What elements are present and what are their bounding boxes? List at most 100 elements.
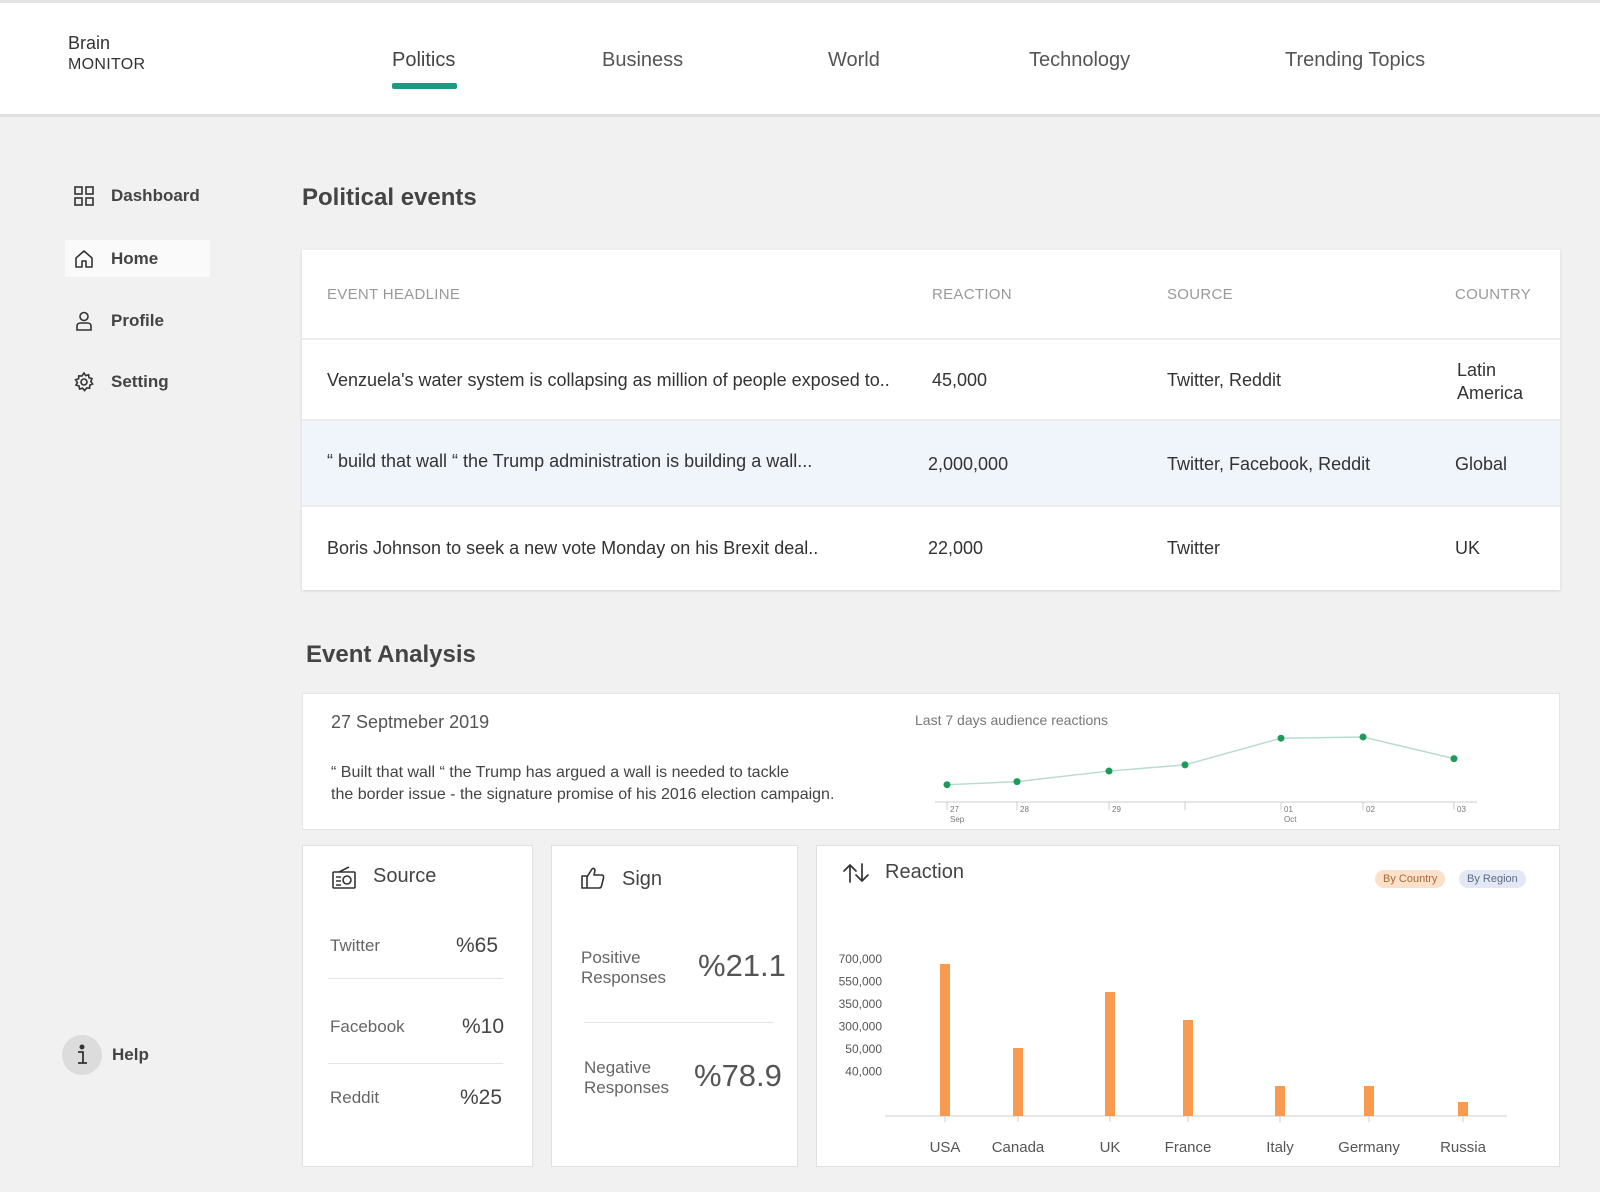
x-tick-label: 02 <box>1366 805 1375 814</box>
negative-responses-value: %78.9 <box>694 1058 782 1093</box>
x-category-label: USA <box>930 1139 961 1156</box>
source-label: Reddit <box>330 1088 380 1107</box>
sidebar-item-label: Home <box>111 248 159 268</box>
column-header-headline[interactable]: EVENT HEADLINE <box>327 286 461 303</box>
row-reaction: 22,000 <box>928 538 984 558</box>
home-icon <box>75 249 93 268</box>
top-bar: Brain MONITOR Politics Business World Te… <box>0 0 1600 117</box>
divider <box>584 1022 774 1023</box>
row-headline: Venzuela's water system is collapsing as… <box>327 370 890 390</box>
row-source: Twitter <box>1167 538 1221 558</box>
y-tick-label: 700,000 <box>839 952 883 966</box>
grid-icon <box>74 185 94 206</box>
row-source: Twitter, Facebook, Reddit <box>1167 454 1371 474</box>
bar[interactable] <box>1183 1020 1193 1116</box>
reaction-card-title: Reaction <box>885 861 964 883</box>
sidebar-item-label: Setting <box>111 371 169 391</box>
column-header-reaction[interactable]: REACTION <box>932 286 1012 303</box>
table-row[interactable]: Venzuela's water system is collapsing as… <box>302 338 1560 419</box>
brand-line-2: MONITOR <box>68 56 146 73</box>
row-country: Global <box>1455 454 1508 474</box>
source-value: %10 <box>462 1015 505 1038</box>
column-header-source[interactable]: SOURCE <box>1167 286 1233 303</box>
x-tick-label: 03 <box>1457 805 1466 814</box>
row-headline: “ build that wall “ the Trump administra… <box>327 451 813 471</box>
event-description-line-1: “ Built that wall “ the Trump has argued… <box>331 764 790 781</box>
sign-card: Sign Positive Responses %21.1 Negative R… <box>551 845 798 1167</box>
nav-tab-world[interactable]: World <box>828 49 880 71</box>
filter-by-country[interactable]: By Country <box>1375 870 1446 888</box>
y-tick-label: 50,000 <box>845 1042 882 1056</box>
negative-label-line-2: Responses <box>584 1078 670 1097</box>
series-line <box>946 736 1455 786</box>
brand-logo[interactable]: Brain MONITOR <box>68 33 145 74</box>
y-tick-label: 550,000 <box>839 975 883 989</box>
row-headline: Boris Johnson to seek a new vote Monday … <box>327 538 819 558</box>
table-row[interactable]: Boris Johnson to seek a new vote Monday … <box>302 505 1560 590</box>
bar[interactable] <box>1275 1086 1285 1116</box>
sidebar-item-label: Dashboard <box>111 185 200 205</box>
events-table: EVENT HEADLINE REACTION SOURCE COUNTRY V… <box>302 250 1560 590</box>
source-card-title: Source <box>373 865 437 887</box>
nav-tab-technology[interactable]: Technology <box>1029 49 1131 71</box>
bar[interactable] <box>940 964 950 1116</box>
sidebar-item-profile[interactable]: Profile <box>65 302 210 339</box>
user-icon <box>76 311 92 331</box>
positive-responses-value: %21.1 <box>698 948 786 983</box>
table-row[interactable]: “ build that wall “ the Trump administra… <box>302 419 1560 505</box>
positive-responses-label: Positive Responses <box>581 948 666 988</box>
event-analysis-title: Event Analysis <box>306 641 476 668</box>
reaction-card: Reaction By Country By Region 700,000 550… <box>816 845 1560 1167</box>
y-tick-label: 300,000 <box>839 1020 883 1034</box>
filter-by-region[interactable]: By Region <box>1459 870 1526 888</box>
radio-icon <box>332 866 356 889</box>
x-tick-label: 01 <box>1284 805 1293 814</box>
negative-responses-label: Negative Responses <box>584 1058 669 1098</box>
positive-label-line-1: Positive <box>581 948 641 967</box>
column-header-country[interactable]: COUNTRY <box>1455 286 1531 303</box>
sidebar-item-home[interactable]: Home <box>65 240 210 277</box>
event-description-line-2: the border issue - the signature promise… <box>331 786 835 803</box>
row-source: Twitter, Reddit <box>1167 370 1282 390</box>
x-category-label: Germany <box>1338 1139 1400 1156</box>
bar[interactable] <box>1458 1102 1468 1116</box>
x-tick-label: 29 <box>1112 805 1121 814</box>
data-point <box>1105 767 1113 775</box>
active-tab-indicator <box>392 83 457 89</box>
data-point <box>1450 755 1458 763</box>
bar[interactable] <box>1364 1086 1374 1116</box>
bar[interactable] <box>1105 992 1115 1116</box>
nav-tab-business[interactable]: Business <box>602 49 684 71</box>
thumbs-up-icon <box>581 867 605 889</box>
x-tick-label: Sep <box>950 815 965 824</box>
sign-card-title: Sign <box>622 868 663 890</box>
nav-tab-trending-topics[interactable]: Trending Topics <box>1285 49 1426 71</box>
info-icon <box>62 1035 102 1075</box>
reaction-bar-chart: 700,000 550,000 350,000 300,000 50,000 40,000… <box>839 952 1507 1156</box>
data-point <box>943 781 951 789</box>
sidebar-item-setting[interactable]: Setting <box>65 363 210 400</box>
x-category-label: Italy <box>1266 1139 1294 1156</box>
help-label: Help <box>112 1045 149 1064</box>
source-label: Twitter <box>330 936 381 955</box>
row-reaction: 45,000 <box>932 370 988 390</box>
divider <box>328 978 503 979</box>
source-label: Facebook <box>330 1017 405 1036</box>
sidebar-item-dashboard[interactable]: Dashboard <box>65 177 210 214</box>
data-point <box>1277 734 1285 742</box>
data-point <box>1181 761 1189 769</box>
gear-icon <box>74 371 94 392</box>
x-tick-label: 28 <box>1020 805 1029 814</box>
nav-tab-politics[interactable]: Politics <box>392 49 456 71</box>
event-description: “ Built that wall “ the Trump has argued… <box>331 762 871 806</box>
data-point <box>1013 778 1021 786</box>
row-country: Latin America <box>1457 360 1524 403</box>
negative-label-line-1: Negative <box>584 1058 652 1077</box>
line-chart-title: Last 7 days audience reactions <box>915 712 1109 728</box>
x-tick-label: Oct <box>1284 815 1297 824</box>
bar[interactable] <box>1013 1048 1023 1116</box>
event-analysis-panel: 27 Septmeber 2019 “ Built that wall “ th… <box>302 693 1560 830</box>
help-button[interactable]: Help <box>62 1035 149 1075</box>
positive-label-line-2: Responses <box>581 968 667 987</box>
